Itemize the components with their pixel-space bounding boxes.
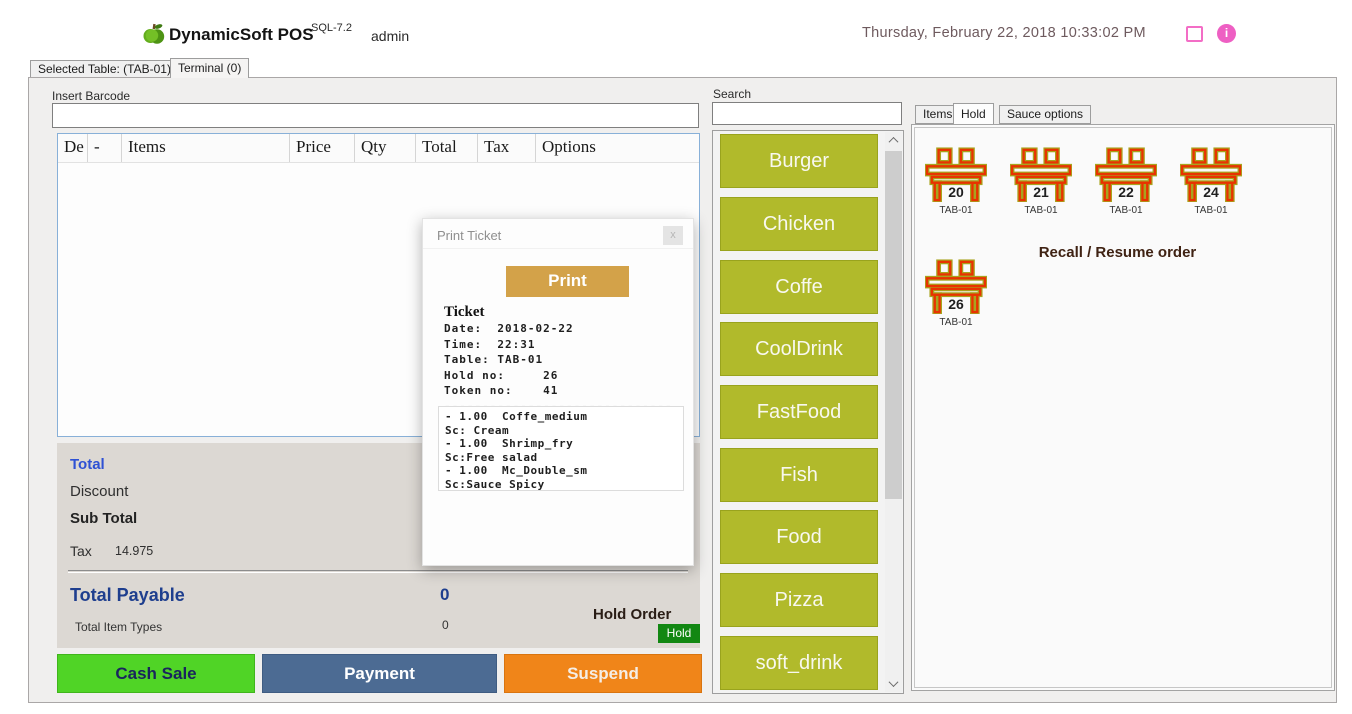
cash-sale-button[interactable]: Cash Sale <box>57 654 255 693</box>
chevron-up-icon[interactable] <box>885 132 902 149</box>
category-button-softdrink[interactable]: soft_drink <box>720 636 878 690</box>
order-table-header: De - Items Price Qty Total Tax Options <box>58 134 699 163</box>
print-ticket-dialog: Print Ticket x Print Ticket Date: 2018-0… <box>422 218 694 566</box>
category-button-food[interactable]: Food <box>720 510 878 564</box>
category-list: Burger Chicken Coffe CoolDrink FastFood … <box>712 130 904 694</box>
hold-order-table-22[interactable]: 22 TAB-01 <box>1091 146 1161 218</box>
chevron-down-icon[interactable] <box>885 675 902 692</box>
app-title: DynamicSoft POS <box>169 25 314 44</box>
barcode-label: Insert Barcode <box>52 89 131 103</box>
close-icon[interactable]: x <box>663 226 683 245</box>
print-button[interactable]: Print <box>506 266 629 297</box>
subtotal-label: Sub Total <box>70 510 138 527</box>
datetime-display: Thursday, February 22, 2018 10:33:02 PM <box>862 25 1146 41</box>
pink-square-icon[interactable] <box>1186 26 1203 42</box>
hold-number: 20 <box>948 184 964 200</box>
category-button-fastfood[interactable]: FastFood <box>720 385 878 439</box>
category-button-burger[interactable]: Burger <box>720 134 878 188</box>
col-delete: De <box>58 134 88 162</box>
tab-terminal[interactable]: Terminal (0) <box>170 58 250 78</box>
ticket-heading: Ticket <box>444 304 485 320</box>
hold-table-name: TAB-01 <box>939 317 973 328</box>
category-button-cooldrink[interactable]: CoolDrink <box>720 322 878 376</box>
col-qty: Qty <box>355 134 416 162</box>
hold-order-table-26[interactable]: 26 TAB-01 <box>921 258 991 330</box>
apple-icon <box>143 23 165 44</box>
hold-number: 22 <box>1118 184 1134 200</box>
total-payable-value: 0 <box>440 585 450 604</box>
tax-label: Tax <box>70 543 92 559</box>
ticket-items-text: - 1.00 Coffe_medium Sc: Cream - 1.00 Shr… <box>445 410 588 491</box>
payment-button[interactable]: Payment <box>262 654 497 693</box>
ticket-items-box: - 1.00 Coffe_medium Sc: Cream - 1.00 Shr… <box>438 406 684 491</box>
info-icon[interactable]: i <box>1217 24 1236 43</box>
tab-selected-table[interactable]: Selected Table: (TAB-01) <box>30 60 179 78</box>
ticket-info-text: Date: 2018-02-22 Time: 22:31 Table: TAB-… <box>444 322 672 413</box>
col-items: Items <box>122 134 290 162</box>
hold-orders-panel <box>911 124 1335 691</box>
category-scrollbar[interactable] <box>885 132 902 692</box>
logged-in-user: admin <box>371 28 410 44</box>
discount-label: Discount <box>70 483 129 500</box>
scrollbar-thumb[interactable] <box>885 151 902 499</box>
total-item-types-label: Total Item Types <box>75 620 163 634</box>
col-price: Price <box>290 134 355 162</box>
dialog-titlebar: Print Ticket x <box>423 219 693 249</box>
hold-order-table-20[interactable]: 20 TAB-01 <box>921 146 991 218</box>
category-button-fish[interactable]: Fish <box>720 448 878 502</box>
search-label: Search <box>713 87 752 101</box>
hold-order-table-24[interactable]: 24 TAB-01 <box>1176 146 1246 218</box>
hold-number: 24 <box>1203 184 1219 200</box>
barcode-input[interactable] <box>52 103 699 128</box>
hold-table-name: TAB-01 <box>1109 205 1143 216</box>
search-input[interactable] <box>712 102 902 125</box>
col-minus: - <box>88 134 122 162</box>
total-label: Total <box>70 456 105 473</box>
hold-number: 21 <box>1033 184 1049 200</box>
hold-button[interactable]: Hold <box>658 624 700 643</box>
tab-sauce-options[interactable]: Sauce options <box>999 105 1092 124</box>
recall-resume-label: Recall / Resume order <box>1038 244 1197 261</box>
app-version: SQL-7.2 <box>311 22 352 34</box>
total-item-types-value: 0 <box>442 618 449 632</box>
hold-number: 26 <box>948 296 964 312</box>
tax-value: 14.975 <box>115 544 154 558</box>
totals-divider <box>68 570 688 573</box>
hold-order-label: Hold Order <box>593 606 672 623</box>
hold-table-name: TAB-01 <box>1024 205 1058 216</box>
category-button-coffe[interactable]: Coffe <box>720 260 878 314</box>
hold-table-name: TAB-01 <box>939 205 973 216</box>
category-button-chicken[interactable]: Chicken <box>720 197 878 251</box>
dialog-title: Print Ticket <box>437 228 502 243</box>
col-total: Total <box>416 134 478 162</box>
category-button-pizza[interactable]: Pizza <box>720 573 878 627</box>
hold-order-table-21[interactable]: 21 TAB-01 <box>1006 146 1076 218</box>
col-tax: Tax <box>478 134 536 162</box>
hold-table-name: TAB-01 <box>1194 205 1228 216</box>
suspend-button[interactable]: Suspend <box>504 654 702 693</box>
col-options: Options <box>542 137 596 156</box>
tab-hold[interactable]: Hold <box>953 103 994 124</box>
total-payable-label: Total Payable <box>70 585 185 605</box>
